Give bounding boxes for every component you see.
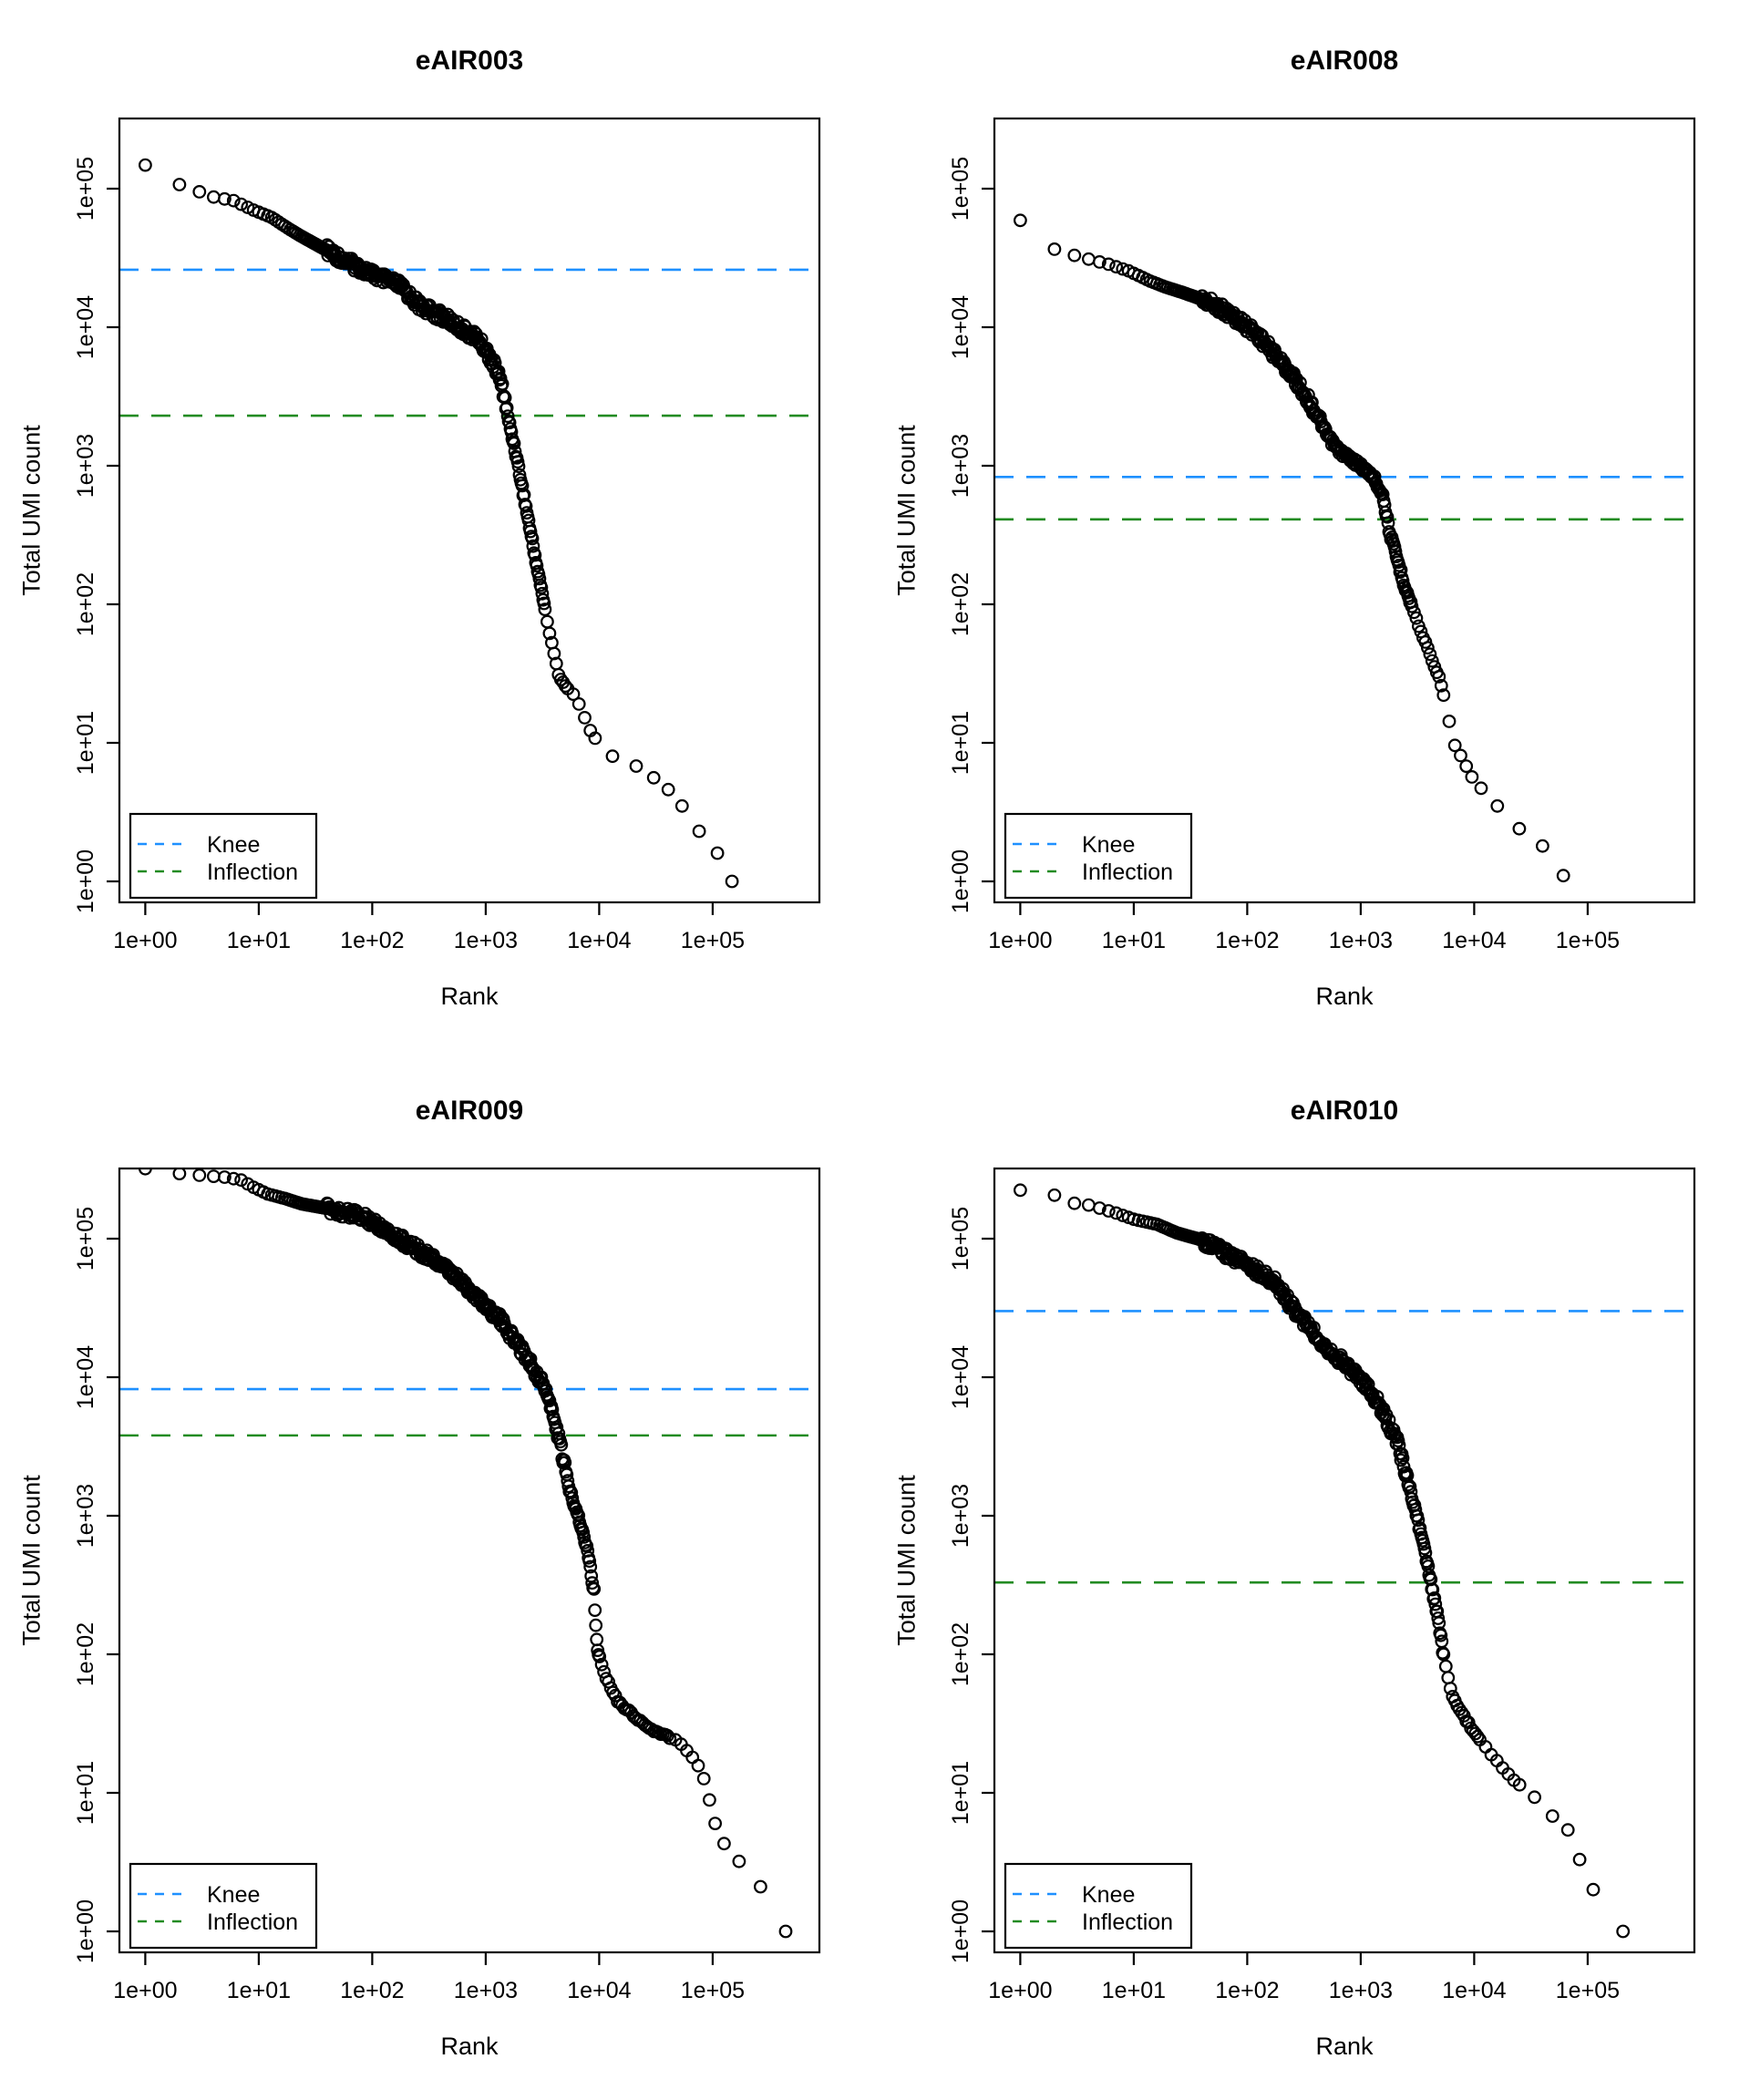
svg-text:1e+01: 1e+01 (73, 711, 98, 775)
svg-text:1e+03: 1e+03 (1329, 1978, 1393, 2003)
x-axis: 1e+00 1e+01 1e+02 1e+03 1e+04 1e+05 Rank (988, 902, 1620, 1010)
svg-text:1e+04: 1e+04 (948, 295, 973, 359)
legend-label-inflection: Inflection (207, 1910, 298, 1935)
x-axis-label: Rank (1315, 2033, 1374, 2060)
svg-text:1e+05: 1e+05 (73, 157, 98, 221)
svg-text:1e+01: 1e+01 (227, 1978, 291, 2003)
svg-text:1e+00: 1e+00 (948, 849, 973, 913)
data-points (138, 158, 739, 889)
svg-text:1e+01: 1e+01 (948, 711, 973, 775)
y-axis: 1e+00 1e+01 1e+02 1e+03 1e+04 1e+05 Total UMI … (892, 157, 994, 913)
svg-text:1e+02: 1e+02 (1215, 928, 1279, 953)
svg-text:1e+02: 1e+02 (73, 1622, 98, 1686)
plot-frame (118, 117, 821, 904)
y-axis-label: Total UMI count (17, 1475, 45, 1646)
svg-text:1e+03: 1e+03 (454, 928, 518, 953)
svg-text:1e+05: 1e+05 (948, 157, 973, 221)
x-axis: 1e+00 1e+01 1e+02 1e+03 1e+04 1e+05 Rank (113, 1952, 745, 2060)
svg-text:1e+00: 1e+00 (948, 1899, 973, 1963)
svg-text:1e+05: 1e+05 (681, 1978, 745, 2003)
svg-text:1e+01: 1e+01 (948, 1761, 973, 1825)
barcode-rank-plot-eair008: eAIR008 1e+00 1e+01 1e+02 1e+03 1e+04 1e+05 Ran… (892, 46, 1696, 1010)
svg-text:1e+03: 1e+03 (948, 434, 973, 498)
y-axis-label: Total UMI count (892, 425, 920, 596)
x-axis: 1e+00 1e+01 1e+02 1e+03 1e+04 1e+05 Rank (988, 1952, 1620, 2060)
svg-text:1e+05: 1e+05 (1556, 928, 1620, 953)
svg-text:1e+05: 1e+05 (73, 1207, 98, 1271)
svg-text:1e+02: 1e+02 (948, 572, 973, 636)
plot-frame (993, 117, 1696, 904)
legend-label-inflection: Inflection (1082, 860, 1173, 885)
panel-title: eAIR009 (416, 1096, 523, 1126)
svg-text:1e+04: 1e+04 (1442, 928, 1506, 953)
data-points (1013, 1183, 1631, 1939)
panel-title: eAIR010 (1291, 1096, 1398, 1126)
legend-label-knee: Knee (207, 832, 260, 858)
svg-text:1e+02: 1e+02 (1215, 1978, 1279, 2003)
svg-text:1e+00: 1e+00 (988, 1978, 1052, 2003)
x-axis-label: Rank (440, 2033, 499, 2060)
svg-text:1e+02: 1e+02 (73, 572, 98, 636)
svg-text:1e+04: 1e+04 (73, 1345, 98, 1409)
y-axis: 1e+00 1e+01 1e+02 1e+03 1e+04 1e+05 Total UMI … (892, 1207, 994, 1963)
svg-text:1e+00: 1e+00 (113, 928, 177, 953)
svg-text:1e+00: 1e+00 (73, 849, 98, 913)
svg-text:1e+04: 1e+04 (567, 1978, 631, 2003)
svg-text:1e+03: 1e+03 (454, 1978, 518, 2003)
svg-text:1e+01: 1e+01 (1102, 928, 1166, 953)
legend-label-knee: Knee (1082, 1882, 1135, 1908)
svg-text:1e+00: 1e+00 (73, 1899, 98, 1963)
x-axis-label: Rank (440, 983, 499, 1010)
legend-label-knee: Knee (207, 1882, 260, 1908)
barcode-rank-plot-eair003: eAIR003 1e+00 1e+01 1e+02 1e+03 1e+04 1e+05 Ran… (17, 46, 821, 1010)
svg-text:1e+04: 1e+04 (73, 295, 98, 359)
svg-text:1e+01: 1e+01 (1102, 1978, 1166, 2003)
svg-text:1e+04: 1e+04 (1442, 1978, 1506, 2003)
barcode-rank-plot-eair009: eAIR009 1e+00 1e+01 1e+02 1e+03 1e+04 1e+05 Ran… (17, 1096, 821, 2060)
data-points (139, 1168, 793, 1939)
x-axis: 1e+00 1e+01 1e+02 1e+03 1e+04 1e+05 Rank (113, 902, 745, 1010)
svg-text:1e+02: 1e+02 (340, 928, 404, 953)
svg-text:1e+02: 1e+02 (340, 1978, 404, 2003)
svg-text:1e+00: 1e+00 (113, 1978, 177, 2003)
svg-text:1e+01: 1e+01 (73, 1761, 98, 1825)
svg-text:1e+03: 1e+03 (73, 1484, 98, 1548)
panel-title: eAIR008 (1291, 46, 1398, 76)
svg-text:1e+05: 1e+05 (681, 928, 745, 953)
svg-text:1e+03: 1e+03 (948, 1484, 973, 1548)
svg-text:1e+03: 1e+03 (1329, 928, 1393, 953)
y-axis-label: Total UMI count (892, 1475, 920, 1646)
plot-frame (993, 1167, 1696, 1954)
svg-text:1e+05: 1e+05 (948, 1207, 973, 1271)
y-axis: 1e+00 1e+01 1e+02 1e+03 1e+04 1e+05 Total UMI … (17, 1207, 119, 1963)
panel-title: eAIR003 (416, 46, 523, 76)
barcode-rank-plot-eair010: eAIR010 1e+00 1e+01 1e+02 1e+03 1e+04 1e+05 Ran… (892, 1096, 1696, 2060)
legend-label-inflection: Inflection (207, 860, 298, 885)
y-axis-label: Total UMI count (17, 425, 45, 596)
legend-label-inflection: Inflection (1082, 1910, 1173, 1935)
svg-text:1e+04: 1e+04 (567, 928, 631, 953)
svg-text:1e+01: 1e+01 (227, 928, 291, 953)
plot-frame (118, 1167, 821, 1954)
svg-text:1e+05: 1e+05 (1556, 1978, 1620, 2003)
data-points (1013, 213, 1570, 883)
svg-text:1e+00: 1e+00 (988, 928, 1052, 953)
x-axis-label: Rank (1315, 983, 1374, 1010)
legend-label-knee: Knee (1082, 832, 1135, 858)
svg-text:1e+04: 1e+04 (948, 1345, 973, 1409)
svg-text:1e+03: 1e+03 (73, 434, 98, 498)
svg-text:1e+02: 1e+02 (948, 1622, 973, 1686)
y-axis: 1e+00 1e+01 1e+02 1e+03 1e+04 1e+05 Total UMI … (17, 157, 119, 913)
